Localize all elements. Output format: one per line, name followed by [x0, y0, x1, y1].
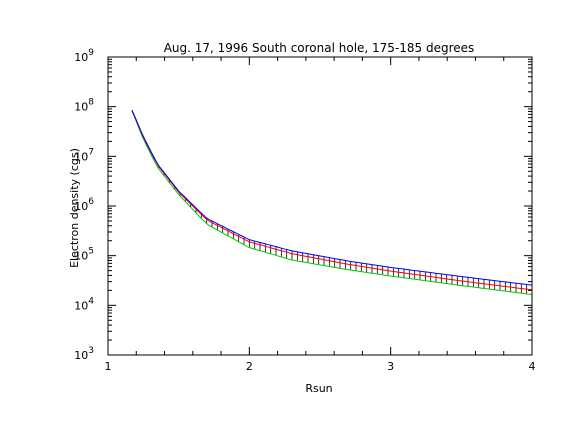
y-tick-base: 10 [74, 349, 88, 362]
y-tick-label: 103 [74, 346, 94, 362]
x-tick-label: 4 [529, 360, 536, 373]
y-tick-base: 10 [74, 51, 88, 64]
y-tick-base: 10 [74, 101, 88, 114]
y-tick-exponent: 5 [88, 247, 94, 257]
y-tick-base: 10 [74, 250, 88, 263]
y-tick-base: 10 [74, 150, 88, 163]
y-tick-exponent: 8 [88, 98, 94, 108]
x-tick-label: 1 [105, 360, 112, 373]
series-line [131, 110, 533, 295]
y-tick-exponent: 4 [88, 296, 94, 306]
y-tick-exponent: 6 [88, 197, 94, 207]
y-tick-label: 108 [74, 98, 94, 114]
y-tick-label: 106 [74, 197, 94, 213]
y-tick-label: 104 [74, 296, 94, 312]
x-axis-label: Rsun [305, 382, 332, 395]
y-tick-base: 10 [74, 200, 88, 213]
y-tick-label: 109 [74, 48, 94, 64]
y-tick-exponent: 9 [88, 48, 94, 58]
series-line [131, 110, 533, 286]
y-tick-label: 107 [74, 147, 94, 163]
series-line [131, 110, 533, 291]
x-tick-label: 2 [246, 360, 253, 373]
plot-frame [107, 56, 533, 356]
chart-title: Aug. 17, 1996 South coronal hole, 175-18… [164, 41, 475, 55]
y-axis-label: Electron density (cgs) [68, 148, 81, 268]
y-tick-label: 105 [74, 247, 94, 263]
y-tick-exponent: 3 [88, 346, 94, 356]
y-tick-base: 10 [74, 299, 88, 312]
x-tick-label: 3 [387, 360, 394, 373]
y-tick-exponent: 7 [88, 147, 94, 157]
